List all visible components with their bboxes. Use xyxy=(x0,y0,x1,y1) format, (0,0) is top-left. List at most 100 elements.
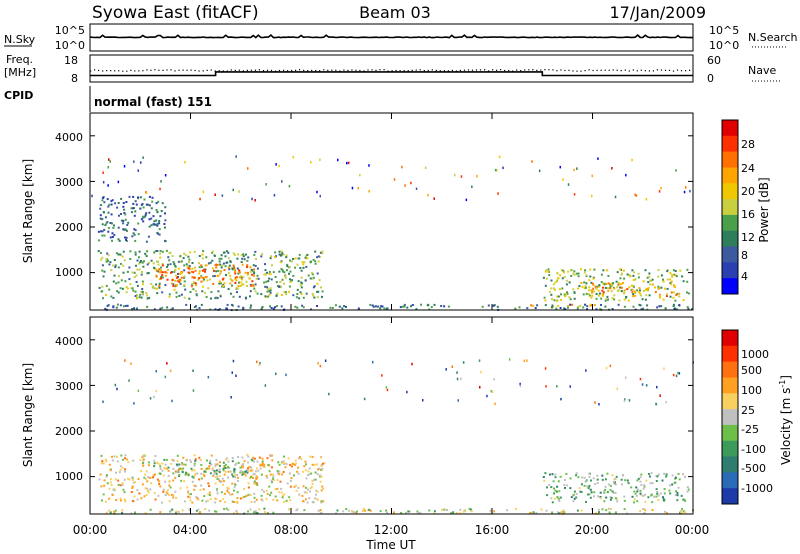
heatmap-cell xyxy=(590,304,593,307)
heatmap-cell xyxy=(658,287,661,290)
heatmap-cell xyxy=(177,267,180,270)
heatmap-cell xyxy=(108,288,111,291)
heatmap-cell xyxy=(576,307,579,310)
heatmap-cell xyxy=(544,472,547,475)
nave-point xyxy=(616,69,618,71)
heatmap-cell xyxy=(631,284,634,287)
heatmap-cell xyxy=(140,259,143,262)
heatmap-cell xyxy=(289,485,292,488)
heatmap-cell xyxy=(239,471,242,474)
heatmap-cell xyxy=(114,266,117,269)
heatmap-cell xyxy=(164,206,167,209)
heatmap-cell xyxy=(445,368,447,371)
nave-point xyxy=(186,69,188,71)
heatmap-cell xyxy=(565,279,568,282)
heatmap-cell xyxy=(142,461,145,464)
heatmap-cell xyxy=(159,215,162,218)
heatmap-cell xyxy=(210,291,213,294)
heatmap-cell xyxy=(611,297,614,300)
heatmap-cell xyxy=(410,305,412,308)
heatmap-cell xyxy=(161,264,164,267)
heatmap-cell xyxy=(514,307,517,310)
heatmap-cell xyxy=(385,308,388,311)
heatmap-cell xyxy=(222,469,225,472)
nave-point xyxy=(411,69,413,71)
heatmap-cell xyxy=(363,397,366,401)
heatmap-cell xyxy=(347,509,350,512)
heatmap-cell xyxy=(240,275,243,278)
heatmap-cell xyxy=(254,283,257,286)
nave-point xyxy=(178,69,180,71)
heatmap-cell xyxy=(268,485,271,488)
heatmap-cell xyxy=(135,264,137,267)
heatmap-cell xyxy=(159,256,162,259)
heatmap-cell xyxy=(597,495,599,498)
heatmap-cell xyxy=(607,507,610,510)
heatmap-cell xyxy=(567,306,569,309)
heatmap-cell xyxy=(623,291,626,294)
heatmap-cell xyxy=(247,455,250,458)
heatmap-cell xyxy=(232,295,235,298)
heatmap-cell xyxy=(585,480,588,483)
heatmap-cell xyxy=(316,296,319,299)
xtick-1200: 12:00 xyxy=(374,523,409,537)
heatmap-cell xyxy=(176,459,179,462)
heatmap-cell xyxy=(174,279,176,282)
heatmap-cell xyxy=(644,493,647,496)
heatmap-cell xyxy=(223,465,226,467)
vel-cbar-tick-1000: 1000 xyxy=(741,348,769,361)
heatmap-cell xyxy=(144,487,147,490)
heatmap-cell xyxy=(263,463,266,466)
heatmap-cell xyxy=(297,457,300,460)
heatmap-cell xyxy=(237,253,240,256)
heatmap-cell xyxy=(658,305,661,308)
heatmap-cell xyxy=(229,493,232,496)
heatmap-cell xyxy=(584,303,587,306)
heatmap-cell xyxy=(632,293,635,296)
heatmap-cell xyxy=(101,197,104,200)
heatmap-cell xyxy=(577,476,580,479)
colorbar-cell xyxy=(722,183,738,200)
heatmap-cell xyxy=(155,283,158,286)
heatmap-cell xyxy=(164,463,167,466)
heatmap-cell xyxy=(201,290,204,293)
heatmap-cell xyxy=(182,257,185,260)
heatmap-cell xyxy=(595,293,598,295)
heatmap-cell xyxy=(656,306,659,309)
heatmap-cell xyxy=(583,281,586,284)
heatmap-cell xyxy=(492,304,495,307)
heatmap-cell xyxy=(224,470,227,473)
velocity-ytick-2000: 2000 xyxy=(55,425,83,438)
heatmap-cell xyxy=(253,500,256,503)
heatmap-cell xyxy=(253,483,256,486)
heatmap-cell xyxy=(105,258,108,261)
heatmap-cell xyxy=(276,292,279,295)
heatmap-cell xyxy=(585,292,588,295)
heatmap-cell xyxy=(217,290,220,293)
nave-point xyxy=(648,70,650,72)
vel-cbar-tick-neg100: -100 xyxy=(741,443,766,456)
heatmap-cell xyxy=(157,270,160,273)
heatmap-cell xyxy=(318,475,321,478)
heatmap-cell xyxy=(604,478,607,481)
heatmap-cell xyxy=(246,273,249,276)
heatmap-cell xyxy=(591,174,593,178)
heatmap-cell xyxy=(106,252,109,255)
heatmap-cell xyxy=(580,268,582,271)
heatmap-cell xyxy=(310,161,312,164)
heatmap-cell xyxy=(350,509,353,512)
heatmap-cell xyxy=(601,289,604,292)
heatmap-cell xyxy=(575,496,578,499)
heatmap-cell xyxy=(133,307,136,310)
nsky-series-line xyxy=(89,34,694,39)
heatmap-cell xyxy=(158,228,161,231)
heatmap-cell xyxy=(636,289,639,292)
heatmap-cell xyxy=(218,260,221,263)
heatmap-cell xyxy=(647,473,650,475)
heatmap-cell xyxy=(218,282,221,285)
heatmap-cell xyxy=(314,262,317,265)
heatmap-cell xyxy=(117,266,120,269)
heatmap-cell xyxy=(180,479,183,482)
heatmap-cell xyxy=(678,478,681,481)
heatmap-cell xyxy=(141,288,144,290)
